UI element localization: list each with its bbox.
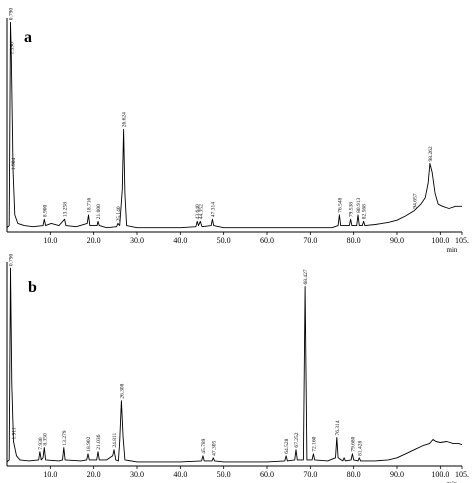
peak-label: 81.428 [357,440,363,455]
x-tick-label: 70.0 [303,470,317,479]
x-tick-label: 50.0 [217,470,231,479]
peak-label: 26.624 [122,112,128,127]
x-tick-label: 30.0 [130,236,144,245]
peak-label: 64.528 [284,438,290,453]
x-tick-label: 105. [455,470,469,479]
x-tick-label: 60.0 [260,470,274,479]
peak-label: 79.680 [350,436,356,451]
peak-label: 68.427 [303,269,309,284]
chromatogram-trace [6,21,462,229]
x-tick-label: 10.0 [43,470,57,479]
peak-label: 72.160 [311,436,317,451]
peak-label: 44.352 [198,204,204,219]
peak-label: 18.902 [86,436,92,451]
peak-label: 0.790 [8,253,14,266]
x-tick-label: 105. [455,236,469,245]
x-tick-label: 60.0 [260,236,274,245]
panel-label: b [28,279,37,296]
peak-label: 98.262 [428,146,434,161]
peak-label: 82.568 [362,204,368,219]
peak-label: 67.252 [294,432,300,447]
peak-label: 0.790 [8,8,14,21]
peak-label: 76.314 [335,420,341,435]
x-tick-label: 80.0 [347,470,361,479]
x-tick-label: 40.0 [173,236,187,245]
x-tick-label: 70.0 [303,236,317,245]
peak-label: 26.308 [119,383,125,398]
peak-label: 94.657 [412,193,418,208]
peak-label: 21.036 [96,434,102,449]
x-tick-label: 20.0 [87,236,101,245]
x-tick-label: 10.0 [43,236,57,245]
x-tick-label: 30.0 [130,470,144,479]
peak-label: 47.305 [211,440,217,455]
chromatogram-trace [6,267,463,463]
x-tick-label: 90.0 [390,236,404,245]
peak-label: 79.538 [349,202,355,217]
peak-label: 8.900 [42,205,48,218]
peak-label: 80.913 [356,198,362,213]
peak-label: 18.716 [86,198,92,213]
peak-label: 45.789 [201,438,207,453]
peak-label: 43.640 [195,204,201,219]
panel-label: a [24,29,32,46]
peak-label: 76.548 [337,198,343,213]
x-axis-unit: min [447,480,458,483]
peak-label: 8.350 [42,433,48,446]
x-tick-label: 100.0 [431,236,449,245]
peak-label: 47.314 [210,202,216,217]
x-tick-label: 100.0 [431,470,449,479]
peak-label: 1.904 [11,157,17,170]
x-tick-label: 90.0 [390,470,404,479]
peak-label: 7.930 [38,437,44,450]
x-axis-unit: min [447,246,458,254]
x-tick-label: 20.0 [87,470,101,479]
peak-label: 13.279 [62,430,68,445]
peak-label: 1.911 [12,427,18,439]
peak-label: 24.811 [112,433,118,448]
chromatogram-panel-b: 10.0 20.0 30.0 40.0 50.0 60.0 70.0 80.0 90.0 100.… [6,253,469,483]
peak-label: 21.000 [96,204,102,219]
chromatogram-panel-a: 10.0 20.0 30.0 40.0 50.0 60.0 70.0 80.0 90.0 100.… [6,8,469,254]
x-tick-label: 40.0 [173,470,187,479]
peak-label: 13.258 [63,202,69,217]
peak-label: 25.140 [116,206,122,221]
x-tick-label: 80.0 [347,236,361,245]
x-tick-label: 50.0 [217,236,231,245]
peak-label: 1.390 [9,42,15,55]
